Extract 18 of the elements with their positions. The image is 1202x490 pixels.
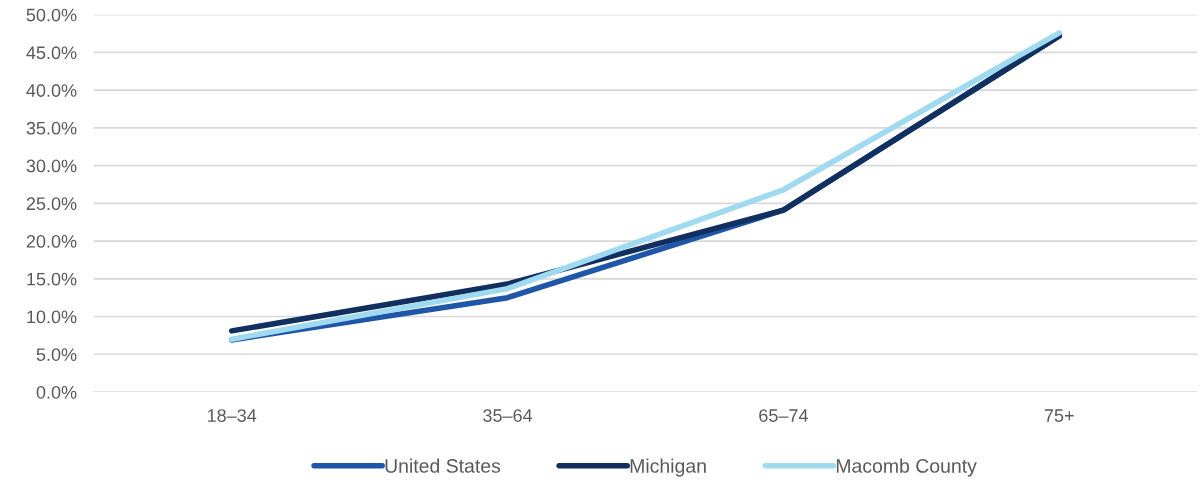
legend-label: United States (385, 458, 501, 473)
x-tick-label: 75+ (1044, 409, 1074, 422)
y-tick-label: 5.0% (36, 348, 77, 361)
y-tick-label: 45.0% (26, 46, 77, 60)
y-tick-label: 30.0% (26, 159, 77, 173)
y-tick-label: 0.0% (36, 385, 77, 399)
x-tick-label: 65–74 (759, 409, 808, 422)
y-tick-label: 20.0% (26, 235, 77, 248)
y-tick-label: 50.0% (26, 8, 77, 22)
legend-label: Michigan (630, 458, 706, 477)
legend-label: Macomb County (836, 458, 977, 477)
y-tick-label: 40.0% (26, 84, 77, 97)
y-tick-label: 35.0% (26, 121, 77, 135)
x-tick-label: 35–64 (483, 409, 533, 422)
y-tick-label: 25.0% (26, 197, 77, 211)
y-tick-label: 10.0% (27, 310, 77, 324)
y-tick-label: 15.0% (27, 272, 77, 286)
x-tick-label: 18–34 (207, 409, 257, 422)
